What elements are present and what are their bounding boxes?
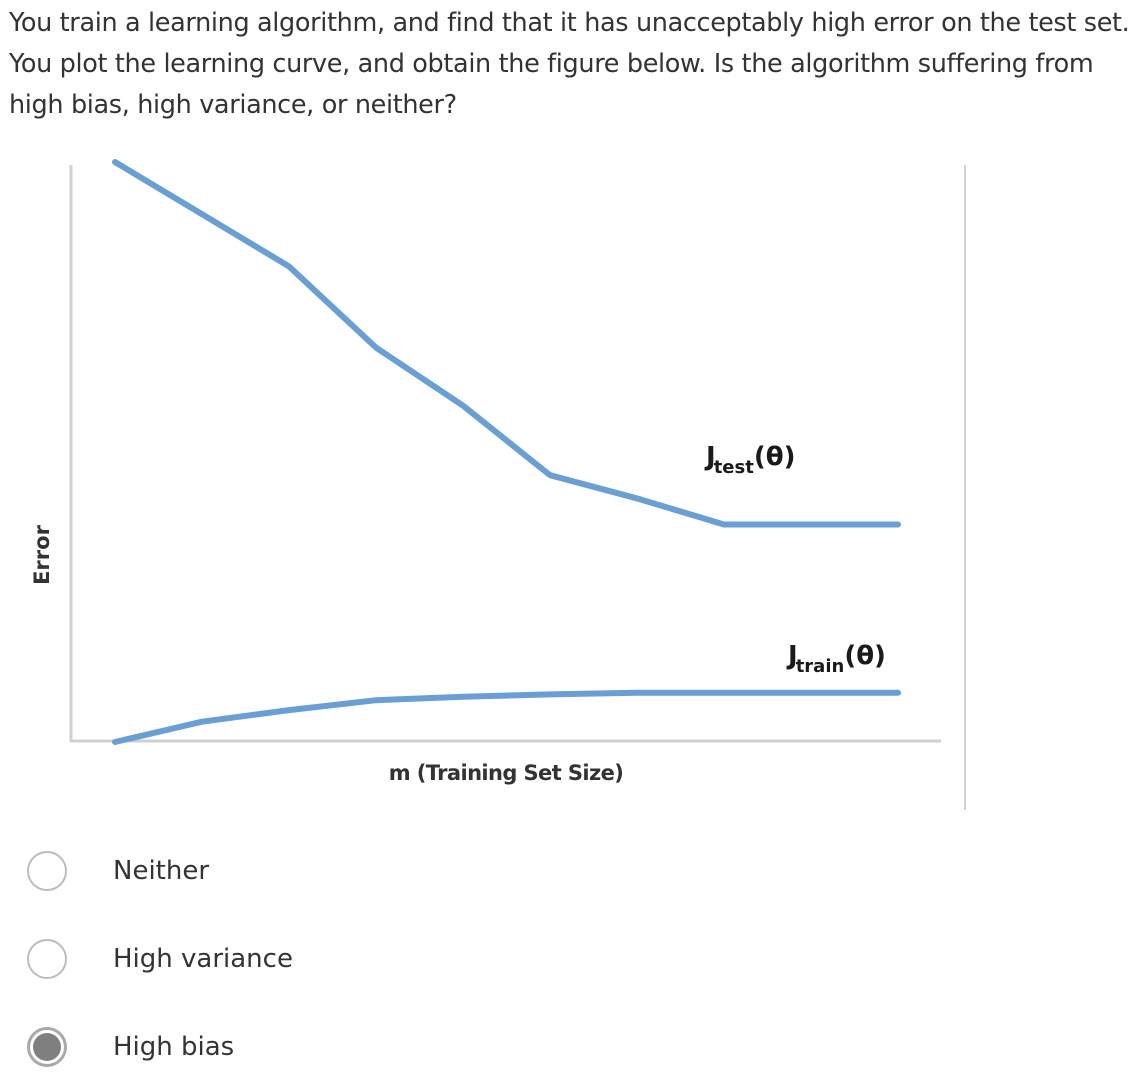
radio-button-high-variance[interactable] [27, 939, 67, 979]
jtrain-line [112, 689, 901, 745]
option-label-neither[interactable]: Neither [113, 856, 210, 886]
learning-curve-chart: Error m (Training Set Size) Jtest(θ) Jtr… [30, 159, 966, 810]
jtest-line [112, 159, 901, 528]
svg-text:Jtrain(θ): Jtrain(θ) [786, 641, 886, 677]
option-label-high-bias[interactable]: High bias [113, 1032, 235, 1062]
jtrain-label-arg: (θ) [844, 641, 886, 671]
option-high-variance[interactable]: High variance [0, 933, 520, 993]
x-axis-label: m (Training Set Size) [389, 761, 623, 785]
jtrain-label-main: J [786, 641, 798, 671]
question-text: You train a learning algorithm, and find… [9, 8, 1130, 120]
option-neither[interactable]: Neither [0, 845, 520, 905]
learning-curve-figure: Error m (Training Set Size) Jtest(θ) Jtr… [0, 150, 1000, 820]
jtest-label-arg: (θ) [754, 442, 796, 472]
series-layer [112, 159, 901, 745]
jtrain-label: Jtrain(θ) [786, 641, 886, 677]
option-high-bias[interactable]: High bias [0, 1021, 520, 1081]
jtest-label-main: J [704, 442, 716, 472]
option-label-high-variance[interactable]: High variance [113, 944, 293, 974]
jtrain-label-sub: train [796, 656, 845, 677]
jtest-label-sub: test [714, 457, 755, 478]
y-axis-label: Error [30, 524, 54, 584]
radio-button-high-bias[interactable] [27, 1027, 67, 1067]
jtest-label: Jtest(θ) [704, 442, 795, 478]
radio-button-neither[interactable] [27, 851, 67, 891]
svg-text:Jtest(θ): Jtest(θ) [704, 442, 795, 478]
